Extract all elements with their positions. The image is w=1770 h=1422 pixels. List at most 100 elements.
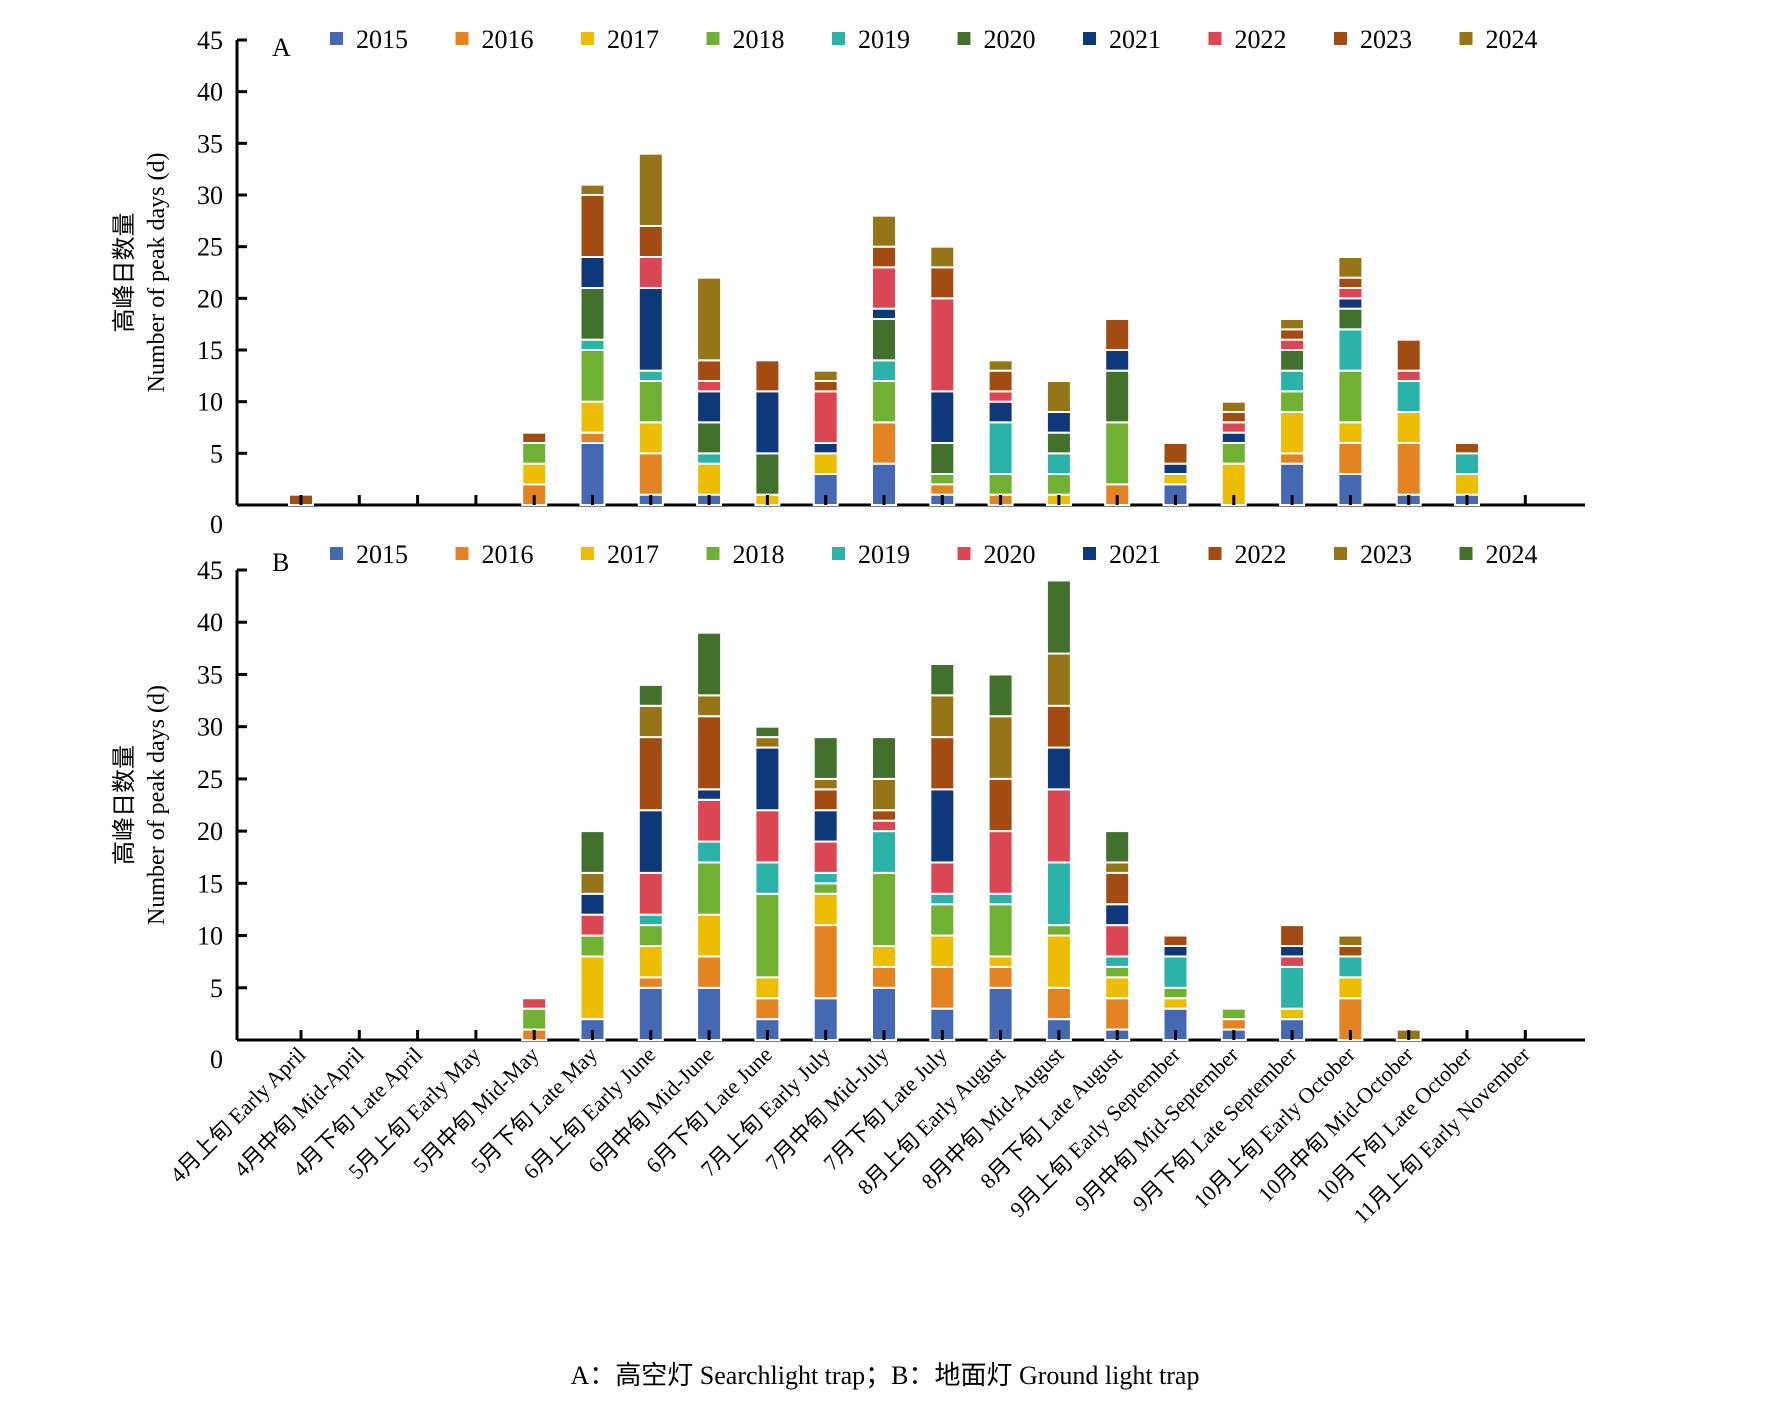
panel-b-legend-swatch <box>581 547 594 560</box>
panel-a-bar-segment <box>637 452 664 496</box>
panel-b-bar-segment <box>579 830 606 874</box>
panel-b-bar-segment <box>1045 861 1072 927</box>
panel-a-legend-swatch <box>1334 32 1347 45</box>
panel-a-bar-segment <box>871 214 897 248</box>
panel-b-bar-segment <box>1045 652 1072 707</box>
panel-b-bar-segment <box>871 965 897 989</box>
panel-b-bar-segment <box>1279 965 1306 1010</box>
panel-b-legend-label: 2019 <box>858 540 910 569</box>
panel-a-bar-segment <box>929 266 956 300</box>
panel-b-bar-segment <box>754 746 781 812</box>
panel-b-bar-segment <box>754 976 781 1000</box>
panel-b-bar-segment <box>754 736 781 749</box>
panel-a-bar-segment <box>637 152 664 228</box>
panel-b-bar-segment <box>637 871 664 916</box>
panel-a-y-tick-label: 30 <box>197 181 223 210</box>
panel-a-bar-segment <box>1395 369 1422 382</box>
panel-a-bar-segment <box>871 245 897 269</box>
panel-b-bar-segment <box>637 976 664 989</box>
panel-b-y-tick-label: 40 <box>197 608 223 637</box>
panel-a-bar-segment <box>696 421 723 455</box>
panel-b-bar-segment <box>1337 945 1364 958</box>
panel-a-legend-swatch <box>1208 32 1222 45</box>
panel-a-bar-segment <box>579 256 606 289</box>
panel-a-bar-segment <box>1045 473 1072 496</box>
panel-a-bar-segment <box>1279 318 1306 331</box>
panel-b-bar-segment <box>637 736 664 812</box>
panel-b-bar-segment <box>521 1007 548 1031</box>
panel-a-bar-segment <box>987 400 1014 424</box>
panel-a-bar-segment <box>1220 442 1247 465</box>
panel-b-bar-segment <box>1104 871 1131 906</box>
panel-a-bar-segment <box>1220 421 1247 434</box>
panel-b-bar-segment <box>929 736 956 791</box>
panel-a-y-axis-label-cn: 高峰日数量 <box>111 213 138 333</box>
panel-b-legend-swatch <box>1459 547 1473 560</box>
panel-a-legend-swatch <box>1083 32 1096 45</box>
panel-b-bar-segment <box>1045 934 1072 989</box>
panel-b-y-tick-label: 20 <box>197 817 223 846</box>
panel-b-bar-segment <box>871 871 897 948</box>
panel-b-bar-segment <box>929 861 956 895</box>
panel-a-bar-segment <box>1454 452 1480 476</box>
figure-caption: A：高空灯 Searchlight trap；B：地面灯 Ground ligh… <box>570 1361 1200 1390</box>
panel-b-legend-label: 2024 <box>1486 540 1538 569</box>
panel-b-bar-segment <box>1337 934 1364 947</box>
panel-b-letter: B <box>272 548 289 577</box>
panel-b-legend-swatch <box>832 547 845 560</box>
panel-a-bar-segment <box>1279 328 1306 341</box>
panel-a-bar-segment <box>579 400 606 434</box>
panel-a-bar-segment <box>1104 349 1131 372</box>
panel-b-bar-segment <box>987 673 1014 718</box>
panel-a-bar-segment <box>579 431 606 444</box>
panel-b-legend-swatch <box>1083 547 1096 560</box>
panel-b-bar-segment <box>637 945 664 979</box>
panel-a-bar-segment <box>521 431 548 444</box>
panel-a-bar-segment <box>929 245 956 269</box>
panel-b-bar-segment <box>637 809 664 874</box>
panel-a-bar-segment <box>637 225 664 258</box>
panel-a-bar-segment <box>696 452 723 465</box>
panel-a-bar-segment <box>1279 452 1306 465</box>
panel-b-y-tick-label: 5 <box>210 974 223 1003</box>
panel-a-bar-segment <box>1162 442 1189 465</box>
panel-b-bar-segment <box>696 913 723 958</box>
panel-b-bar-segment <box>871 945 897 968</box>
panel-a-y-axis-label: Number of peak days (d) <box>144 153 170 393</box>
panel-b-bar-segment <box>987 903 1014 958</box>
panel-b-bar-segment <box>1220 1018 1247 1031</box>
panel-a-y-tick-label: 0 <box>210 510 223 539</box>
panel-a-bar-segment <box>1395 411 1422 444</box>
panel-a-bar-segment <box>637 287 664 372</box>
panel-a-legend-swatch <box>1459 32 1473 45</box>
panel-a-bar-segment <box>1104 421 1131 486</box>
panel-b-legend-swatch <box>706 547 720 560</box>
panel-a-legend-label: 2019 <box>858 25 910 54</box>
panel-a-bar-segment <box>1220 431 1247 444</box>
panel-a-bar-segment <box>1220 411 1247 424</box>
panel-b-legend-swatch <box>1334 547 1347 560</box>
panel-a-bar-segment <box>1045 452 1072 476</box>
panel-b-bar-segment <box>754 725 781 739</box>
panel-a-bar-segment <box>1104 369 1131 424</box>
panel-b-bar-segment <box>637 913 664 927</box>
panel-b-bar-segment <box>1337 976 1364 1000</box>
panel-b-bar-segment <box>929 965 956 1010</box>
panel-a-bar-segment <box>1045 380 1072 413</box>
panel-b-bar-segment <box>1337 955 1364 979</box>
panel-b-bar-segment <box>696 694 723 718</box>
panel-a-bar-segment <box>1337 276 1364 289</box>
panel-a-bar-segment <box>1337 287 1364 300</box>
panel-a-legend-label: 2017 <box>607 25 659 54</box>
panel-a-y-tick-label: 10 <box>197 388 223 417</box>
panel-a-bar-segment <box>696 380 723 393</box>
panel-a-bar-segment <box>812 452 839 476</box>
panel-a-bar-segment <box>1454 442 1480 455</box>
panel-b-legend-swatch <box>455 547 469 560</box>
panel-a-bar-segment <box>521 462 548 486</box>
panel-b-legend-label: 2020 <box>984 540 1036 569</box>
panel-b-bar-segment <box>812 736 839 780</box>
panel-b-bar-segment <box>1104 903 1131 927</box>
panel-b-bar-segment <box>1045 579 1072 655</box>
panel-a-y-tick-label: 20 <box>197 284 223 313</box>
